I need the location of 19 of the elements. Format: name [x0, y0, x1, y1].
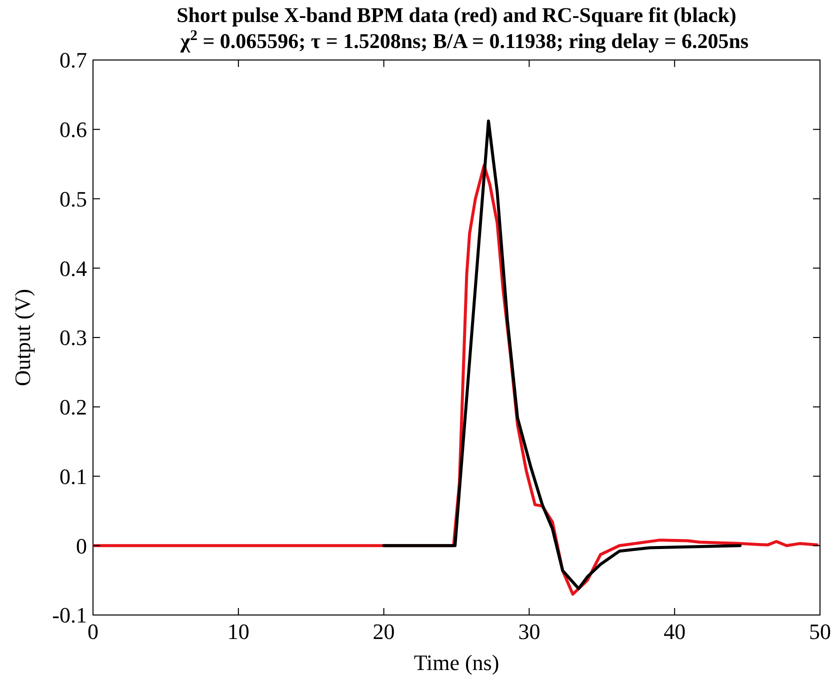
- y-tick-label: 0.4: [60, 256, 87, 281]
- x-tick-label: 10: [227, 619, 250, 644]
- y-axis-title: Output (V): [10, 288, 35, 386]
- x-tick-label: 50: [809, 619, 831, 644]
- x-tick-label: 30: [518, 619, 540, 644]
- y-tick-label: 0.6: [60, 117, 87, 142]
- line-series: [382, 120, 742, 590]
- chart-title: Short pulse X-band BPM data (red) and RC-Square fit (black): [176, 3, 736, 27]
- y-tick-label: 0: [76, 533, 87, 558]
- x-tick-label: 20: [372, 619, 395, 644]
- x-axis-title: Time (ns): [414, 650, 500, 675]
- y-tick-label: 0.7: [60, 48, 87, 73]
- y-tick-label: 0.5: [60, 186, 87, 212]
- y-tick-label: 0.1: [60, 464, 87, 489]
- x-tick-label: 40: [664, 619, 686, 644]
- chart-subtitle: χ$^{2}$ = 0.065596; τ = 1.5208ns; B/A = 0.11938; ring delay = 6.205ns: [179, 28, 749, 53]
- y-tick-label: 0.3: [60, 325, 87, 350]
- y-tick-label: -0.1: [52, 602, 87, 628]
- y-tick-label: 0.2: [60, 394, 87, 420]
